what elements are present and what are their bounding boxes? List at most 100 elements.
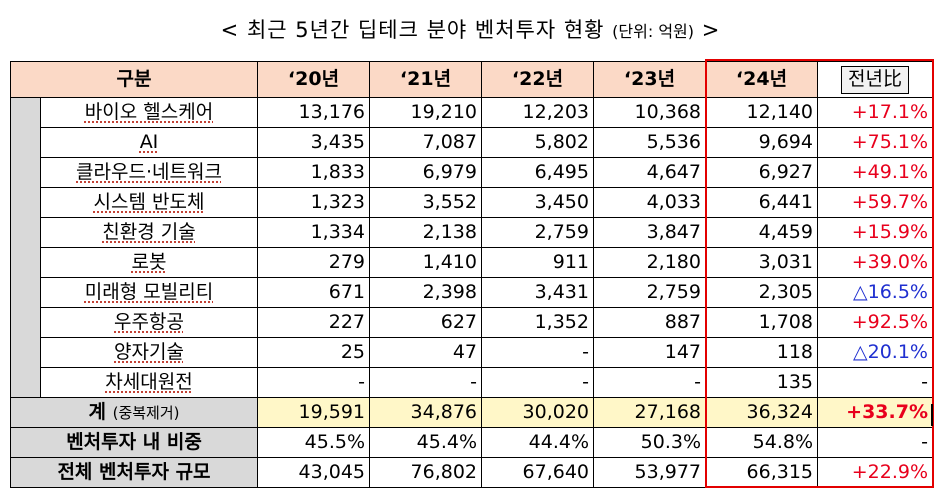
cell-value: 3,431 [481, 277, 594, 308]
cell-value: 279 [257, 247, 370, 278]
cell-value: 12,140 [705, 97, 818, 128]
cell-value: 135 [705, 367, 818, 398]
cell-value: 118 [705, 337, 818, 368]
category-group-bar [10, 97, 41, 398]
row-label-text: 미래형 모빌리티 [84, 281, 214, 303]
cell-value: 147 [593, 337, 706, 368]
row-label: 양자기술 [40, 337, 258, 368]
overall-value: 76,802 [369, 457, 482, 488]
row-label-text: 차세대원전 [105, 371, 193, 393]
cell-value: 1,352 [481, 307, 594, 338]
share-value: 54.8% [705, 427, 818, 458]
cell-yoy: △20.1% [817, 337, 933, 368]
cell-yoy: +39.0% [817, 247, 933, 278]
table-row: 로봇 279 1,410 911 2,180 3,031 +39.0% [11, 247, 933, 278]
row-label: 차세대원전 [40, 367, 258, 398]
title-text: < 최근 5년간 딥테크 분야 벤처투자 현황 [220, 18, 605, 42]
overall-value: 53,977 [593, 457, 706, 488]
share-value: 44.4% [481, 427, 594, 458]
row-label: 로봇 [40, 247, 258, 278]
cell-value: 3,552 [369, 187, 482, 218]
cell-value: 3,847 [593, 217, 706, 248]
cell-value: 5,802 [481, 127, 594, 158]
overall-row: 전체 벤처투자 규모 43,045 76,802 67,640 53,977 6… [10, 457, 933, 488]
overall-value: 66,315 [705, 457, 818, 488]
cell-value: 9,694 [705, 127, 818, 158]
total-label-text: 계 [88, 401, 106, 423]
cell-value: 6,495 [481, 157, 594, 188]
cell-value: 1,323 [257, 187, 370, 218]
cell-value: 911 [481, 247, 594, 278]
total-value: 27,168 [593, 397, 706, 428]
row-label-text: 클라우드·네트워크 [76, 161, 222, 183]
table-row: 시스템 반도체 1,323 3,552 3,450 4,033 6,441 +59.7% [11, 187, 933, 218]
cell-value: 1,410 [369, 247, 482, 278]
row-label-text: AI [139, 131, 159, 153]
table-row: 미래형 모빌리티 671 2,398 3,431 2,759 2,305 △16.5% [11, 277, 933, 308]
cell-value: 10,368 [593, 97, 706, 128]
cell-yoy: +59.7% [817, 187, 933, 218]
row-label: 시스템 반도체 [40, 187, 258, 218]
total-label: 계 (중복제거) [10, 397, 258, 428]
header-year: ‘21년 [369, 61, 482, 98]
share-yoy: - [817, 427, 933, 458]
cell-yoy: +49.1% [817, 157, 933, 188]
cell-yoy: +15.9% [817, 217, 933, 248]
total-value: 30,020 [481, 397, 594, 428]
cell-value: 7,087 [369, 127, 482, 158]
cell-value: 5,536 [593, 127, 706, 158]
header-yoy-label: 전년比 [841, 65, 909, 94]
cell-value: 627 [369, 307, 482, 338]
row-label: 미래형 모빌리티 [40, 277, 258, 308]
table-row: 차세대원전 - - - -135- [11, 367, 933, 398]
cell-yoy: △16.5% [817, 277, 933, 308]
edge-marker [931, 404, 933, 426]
share-value: 45.4% [369, 427, 482, 458]
cell-value: 3,450 [481, 187, 594, 218]
header-row: 구분 ‘20년 ‘21년 ‘22년 ‘23년 ‘24년 전년比 [10, 61, 933, 98]
overall-value: 67,640 [481, 457, 594, 488]
total-value: 19,591 [257, 397, 370, 428]
row-label-text: 친환경 기술 [102, 221, 196, 243]
header-category: 구분 [10, 61, 258, 98]
row-label: 바이오 헬스케어 [40, 97, 258, 128]
cell-value: 4,033 [593, 187, 706, 218]
table-row: 양자기술 25 47-147 118 △20.1% [11, 337, 933, 368]
total-yoy: +33.7% [817, 397, 933, 428]
cell-value: 6,979 [369, 157, 482, 188]
row-label: 친환경 기술 [40, 217, 258, 248]
row-label-text: 우주항공 [114, 311, 184, 333]
share-row: 벤처투자 내 비중 45.5% 45.4% 44.4% 50.3% 54.8% … [10, 427, 933, 458]
total-value: 34,876 [369, 397, 482, 428]
table-row: 바이오 헬스케어 13,176 19,210 12,203 10,368 12,140 +1… [10, 97, 933, 398]
cell-value: 4,647 [593, 157, 706, 188]
header-year: ‘23년 [593, 61, 706, 98]
table-row: AI 3,435 7,087 5,802 5,536 9,694 +75.1% [11, 127, 933, 158]
row-label-text: 시스템 반도체 [93, 191, 205, 213]
cell-value: 1,334 [257, 217, 370, 248]
cell-yoy: +75.1% [817, 127, 933, 158]
cell-value: 3,031 [705, 247, 818, 278]
row-label: 우주항공 [40, 307, 258, 338]
cell-value: 25 [257, 337, 370, 368]
share-value: 45.5% [257, 427, 370, 458]
cell-value: 671 [257, 277, 370, 308]
share-label: 벤처투자 내 비중 [10, 427, 258, 458]
header-year: ‘24년 [705, 61, 818, 98]
table-title: < 최근 5년간 딥테크 분야 벤처투자 현황 (단위: 억원) > [0, 14, 941, 44]
cell-value: - [257, 367, 370, 398]
cell-value: - [593, 367, 706, 398]
table-row: 우주항공 227 627 1,352 887 1,708 +92.5% [11, 307, 933, 338]
cell-value: 2,759 [481, 217, 594, 248]
table-row: 친환경 기술 1,334 2,138 2,759 3,847 4,459 +15.9% [11, 217, 933, 248]
header-yoy: 전년比 [817, 61, 933, 98]
cell-value: 4,459 [705, 217, 818, 248]
title-tail: > [701, 18, 721, 42]
cell-value: 1,833 [257, 157, 370, 188]
cell-value: 2,398 [369, 277, 482, 308]
header-year: ‘20년 [257, 61, 370, 98]
cell-value: 12,203 [481, 97, 594, 128]
cell-value: 13,176 [257, 97, 370, 128]
row-label-text: 로봇 [131, 251, 167, 273]
header-year: ‘22년 [481, 61, 594, 98]
